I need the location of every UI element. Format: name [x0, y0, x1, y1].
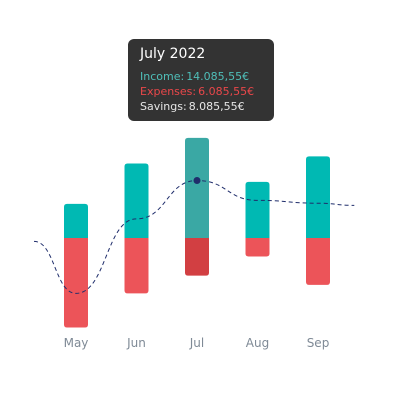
income-bar-may[interactable] [64, 203, 88, 238]
tooltip-savings-value: 8.085,55€ [188, 100, 245, 113]
income-bar-jul[interactable] [185, 137, 209, 238]
savings-line-layer [33, 176, 355, 294]
expenses-bar-jul[interactable] [185, 238, 209, 276]
x-tick-label-jun: Jun [126, 336, 146, 350]
x-tick-label-may: May [64, 336, 89, 350]
expenses-bar-may[interactable] [64, 238, 88, 328]
expenses-bar-sep[interactable] [306, 238, 330, 285]
x-tick-label-jul: Jul [189, 336, 204, 350]
bars-layer [64, 137, 330, 328]
income-bar-jun[interactable] [124, 163, 149, 238]
savings-line [33, 179, 355, 294]
income-bar-aug[interactable] [245, 181, 270, 238]
expenses-bar-aug[interactable] [245, 238, 270, 257]
x-axis-ticks: May Jun Jul Aug Sep [64, 336, 330, 350]
tooltip-savings-row: Savings: 8.085,55€ [140, 99, 262, 114]
x-tick-label-sep: Sep [307, 336, 330, 350]
tooltip-income-value: 14.085,55€ [186, 70, 250, 83]
tooltip-savings-label: Savings: [140, 100, 187, 113]
income-bar-sep[interactable] [306, 156, 330, 238]
tooltip-income-row: Income: 14.085,55€ [140, 69, 262, 84]
expenses-bar-jun[interactable] [124, 238, 149, 294]
tooltip-expenses-row: Expenses: 6.085,55€ [140, 84, 262, 99]
chart-tooltip: July 2022 Income: 14.085,55€ Expenses: 6.0… [128, 39, 274, 121]
tooltip-expenses-value: 6.085,55€ [198, 85, 255, 98]
tooltip-expenses-label: Expenses: [140, 85, 197, 98]
savings-point-jul[interactable] [193, 176, 201, 184]
tooltip-income-label: Income: [140, 70, 185, 83]
tooltip-title: July 2022 [140, 46, 206, 62]
x-tick-label-aug: Aug [246, 336, 269, 350]
